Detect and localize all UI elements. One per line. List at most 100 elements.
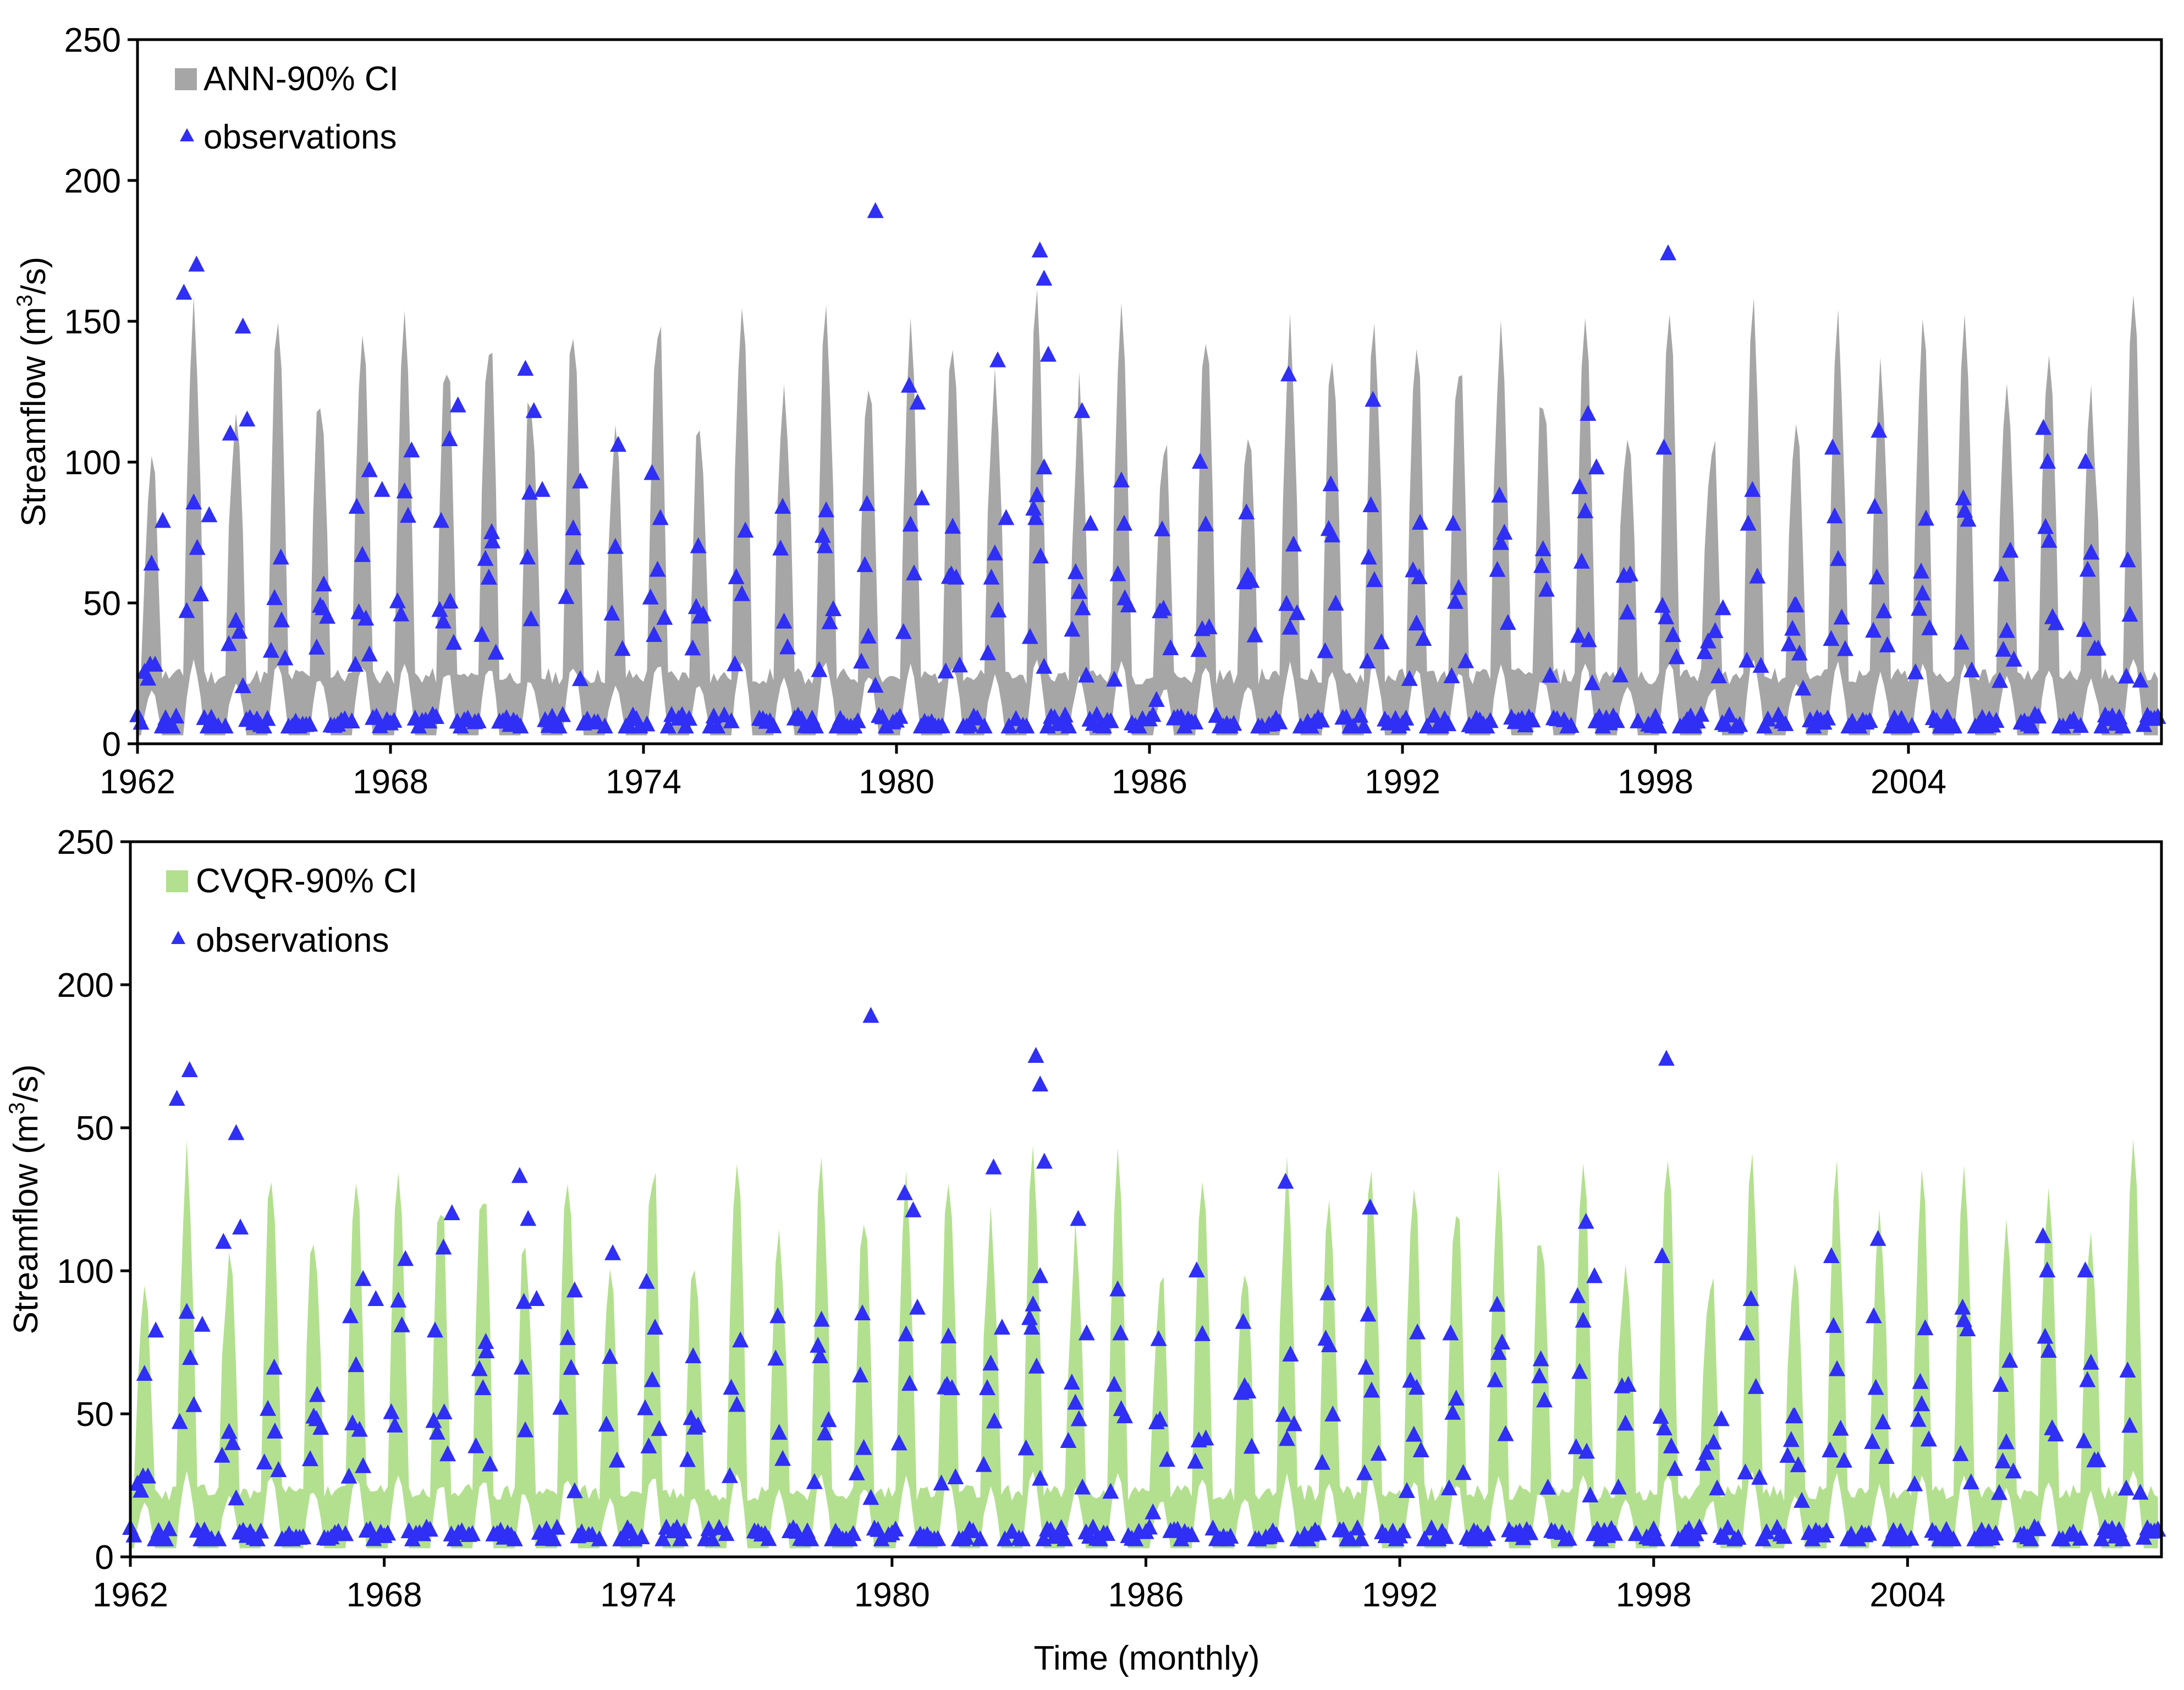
- ann-observation-435: [1658, 608, 1675, 624]
- cvqr-observation-62: [340, 1467, 357, 1484]
- ann-observation-161: [695, 605, 712, 622]
- ann-observation-277: [1102, 712, 1119, 728]
- ann-observation-peak-38: [998, 509, 1015, 525]
- cvqr-observation-280: [1109, 1280, 1126, 1297]
- ann-observation-521: [1960, 511, 1977, 527]
- cvqr-observation-329: [1282, 1345, 1299, 1362]
- cvqr-observation-172: [728, 1396, 745, 1412]
- cvqr-observation-498: [1878, 1447, 1895, 1464]
- ann-observation-363: [1405, 561, 1422, 578]
- cvqr-observation-126: [566, 1482, 583, 1499]
- ann-observation-peak-52: [1365, 391, 1382, 407]
- cvqr-observation-145: [633, 1528, 650, 1544]
- ann-observation-207: [856, 556, 873, 572]
- ann-observation-485: [1833, 608, 1850, 625]
- ann-observation-438: [1668, 648, 1685, 665]
- cvqr-observation-410: [1567, 1438, 1585, 1455]
- cvqr-observation-170: [721, 1467, 738, 1483]
- cvqr-observation-peak-27: [685, 1347, 702, 1363]
- ann-xtick-label-2004: 2004: [1871, 763, 1946, 801]
- ann-ytick-label-100: 100: [64, 444, 121, 482]
- cvqr-observation-239: [965, 1522, 982, 1538]
- ann-ytick-label-50: 50: [83, 585, 121, 623]
- cvqr-observation-484: [1829, 1360, 1846, 1376]
- cvqr-observation-51: [301, 1450, 318, 1467]
- ann-xtick-label-1986: 1986: [1112, 763, 1187, 801]
- ann-observation-341: [1327, 594, 1344, 611]
- cvqr-observation-427: [1627, 1525, 1644, 1541]
- ann-observation-25: [217, 717, 234, 734]
- cvqr-observation-413: [1578, 1442, 1595, 1459]
- cvqr-observation-peak-4: [181, 1061, 198, 1077]
- ann-observation-62: [347, 655, 364, 672]
- cvqr-observation-544: [2040, 1341, 2057, 1358]
- cvqr-observation-534: [2005, 1462, 2022, 1479]
- ann-observation-158: [684, 639, 701, 656]
- ann-observation-544: [2040, 531, 2058, 548]
- cvqr-observation-387: [1487, 1371, 1504, 1387]
- cvqr-observation-354: [1370, 1445, 1387, 1461]
- ann-observation-541: [2030, 707, 2047, 724]
- cvqr-observation-peak-5: [194, 1315, 211, 1332]
- cvqr-observation-11: [161, 1520, 178, 1537]
- ann-observation-peak-40: [1031, 242, 1048, 257]
- cvqr-observation-111: [513, 1358, 530, 1375]
- ann-observation-51: [308, 638, 325, 655]
- ann-observation-401: [1538, 580, 1555, 597]
- ann-observation-497: [1875, 602, 1893, 618]
- cvqr-ytick-label-150: 50: [76, 1110, 114, 1148]
- ann-observation-peak-30: [816, 537, 833, 553]
- ann-observation-365: [1411, 513, 1428, 530]
- ann-observations-series: [129, 202, 2166, 734]
- ann-observation-126: [572, 670, 588, 687]
- cvqr-observation-peak-2: [147, 1321, 164, 1338]
- cvqr-observation-229: [929, 1530, 947, 1546]
- cvqr-observation-peak-17: [443, 1204, 460, 1220]
- ann-observation-385: [1482, 712, 1499, 728]
- ann-observation-peak-50: [1280, 365, 1297, 382]
- ann-observation-peak-75: [2039, 453, 2056, 469]
- cvqr-observation-peak-28: [723, 1379, 740, 1395]
- ann-observation-peak-55: [1445, 514, 1461, 531]
- cvqr-observation-532: [1998, 1433, 2015, 1450]
- ann-observation-peak-77: [2119, 551, 2136, 568]
- cvqr-observation-232: [940, 1327, 957, 1343]
- ann-observation-387: [1489, 561, 1506, 577]
- ann-observation-269: [1074, 599, 1091, 616]
- ann-observation-447: [1699, 632, 1717, 649]
- ann-observation-244: [986, 544, 1003, 561]
- cvqr-observation-422: [1610, 1478, 1627, 1495]
- ann-observation-18: [192, 585, 209, 601]
- cvqr-observation-447: [1698, 1444, 1715, 1460]
- cvqr-observation-73: [379, 1524, 397, 1541]
- ann-observation-229: [934, 717, 951, 733]
- ann-observation-498: [1879, 636, 1896, 652]
- cvqr-observation-198: [820, 1411, 837, 1428]
- cvqr-observation-445: [1691, 1518, 1708, 1535]
- ann-observation-peak-35: [914, 489, 930, 506]
- ann-observation-328: [1281, 618, 1299, 635]
- ann-observation-121: [554, 706, 571, 722]
- ann-observation-245: [990, 601, 1007, 618]
- ann-observation-peak-43: [1036, 458, 1053, 475]
- cvqr-observation-539: [2022, 1530, 2039, 1546]
- ann-observation-185: [779, 638, 796, 655]
- cvqr-observation-494: [1864, 1433, 1881, 1449]
- cvqr-observation-peak-71: [1912, 1373, 1929, 1389]
- cvqr-observation-507: [1910, 1411, 1927, 1427]
- cvqr-observation-136: [601, 1348, 618, 1364]
- ann-observation-494: [1865, 622, 1882, 638]
- cvqr-xtick-label-2004: 2004: [1869, 1576, 1945, 1614]
- ann-observation-375: [1446, 592, 1464, 609]
- ann-observation-390: [1499, 614, 1516, 630]
- cvqr-observation-64: [348, 1356, 365, 1373]
- cvqr-observation-509: [1917, 1319, 1934, 1336]
- ann-observation-546: [2048, 614, 2065, 630]
- cvqr-observation-peak-40: [1027, 1047, 1044, 1063]
- ann-observation-253: [1018, 717, 1035, 734]
- cvqr-observation-305: [1197, 1429, 1214, 1446]
- cvqr-observation-266: [1060, 1432, 1077, 1448]
- ann-observation-474: [1795, 679, 1812, 696]
- cvqr-observation-25: [210, 1530, 227, 1546]
